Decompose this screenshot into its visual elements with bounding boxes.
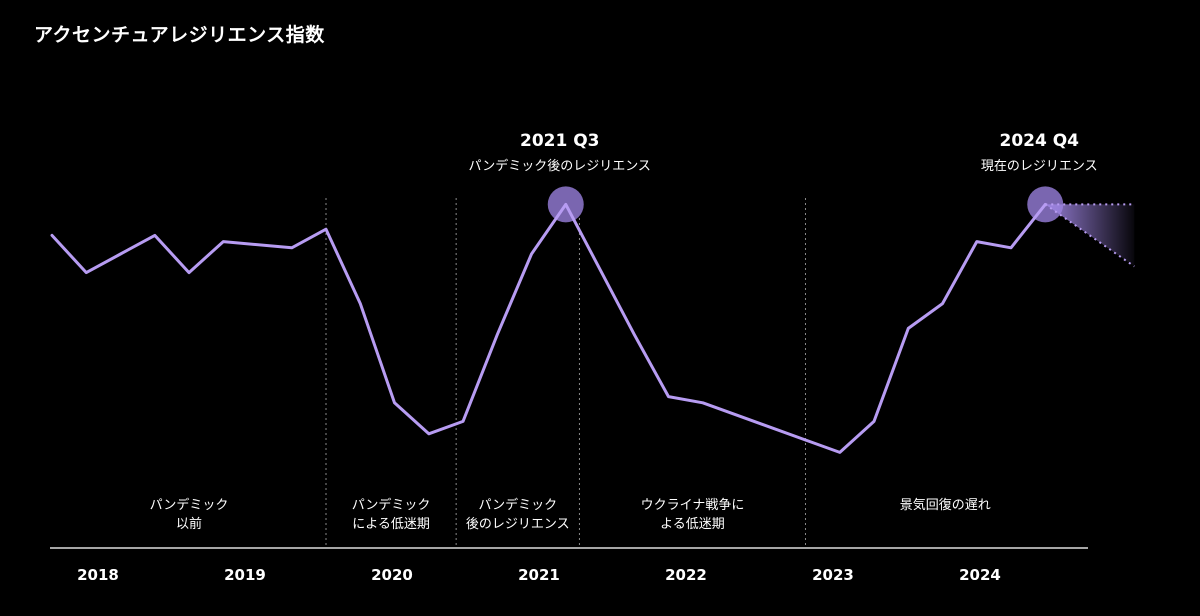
period-label: ウクライナ戦争に (641, 498, 745, 513)
x-tick-label: 2020 (371, 566, 413, 584)
period-label: 後のレジリエンス (466, 517, 570, 532)
x-tick-label: 2024 (959, 566, 1001, 584)
x-tick-label: 2018 (77, 566, 119, 584)
period-label: パンデミック (478, 497, 557, 513)
period-label: パンデミック (352, 497, 431, 513)
series-line (50, 202, 1047, 454)
x-tick-label: 2019 (224, 566, 266, 584)
period-label: よる低迷期 (660, 517, 725, 532)
period-label: 以前 (176, 516, 202, 532)
x-tick-label: 2022 (665, 566, 707, 584)
annotation-label: 2021 Q3 (520, 131, 600, 151)
annotation-label: 2024 Q4 (999, 131, 1079, 151)
period-label: 景気回復の遅れ (900, 497, 991, 513)
annotation-sublabel: パンデミック後のレジリエンス (469, 158, 651, 174)
period-label: による低迷期 (352, 517, 430, 532)
projection-lower-bound (1044, 203, 1135, 268)
annotation-sublabel: 現在のレジリエンス (981, 159, 1098, 174)
page-title: アクセンチュアレジリエンス指数 (34, 24, 325, 46)
x-tick-label: 2021 (518, 566, 560, 584)
x-tick-label: 2023 (812, 566, 854, 584)
period-label: パンデミック (150, 497, 229, 513)
